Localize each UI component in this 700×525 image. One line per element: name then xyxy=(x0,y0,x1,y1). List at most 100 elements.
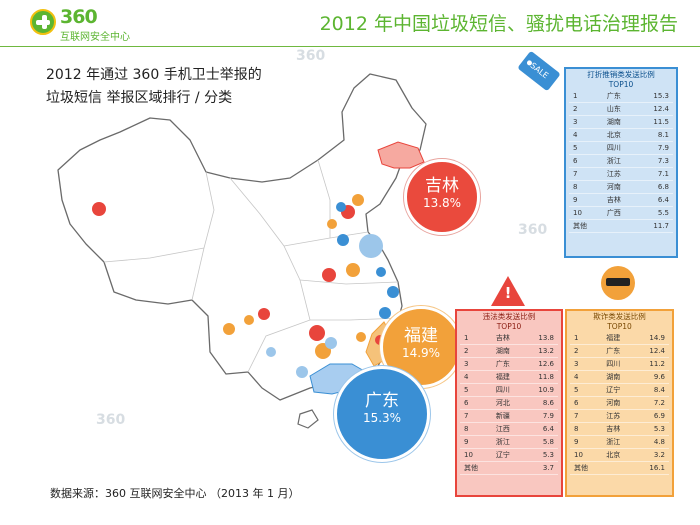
value-cell: 6.4 xyxy=(523,422,558,436)
province-cell: 吉林 xyxy=(602,422,635,436)
data-table: 1 吉林 13.8 2 湖南 13.2 3 广东 12.6 4 福建 11.8 5 四川 10.9 6 河北 8.… xyxy=(460,332,558,475)
province-cell: 江苏 xyxy=(602,167,637,181)
bubble-value: 14.9% xyxy=(401,346,441,360)
province-cell: 浙江 xyxy=(602,154,637,168)
province-cell: 湖南 xyxy=(602,370,635,384)
empty-cell xyxy=(491,461,524,475)
watermark: 360 xyxy=(296,48,326,64)
rank-cell: 8 xyxy=(460,422,492,436)
watermark: 360 xyxy=(518,222,548,238)
rank-cell: 9 xyxy=(460,435,492,449)
rank-cell: 3 xyxy=(569,115,603,129)
table-row: 4 北京 8.1 xyxy=(569,128,673,142)
value-cell: 5.3 xyxy=(634,422,669,436)
value-cell: 6.9 xyxy=(634,409,669,423)
map-dot xyxy=(346,263,360,277)
province-cell: 福建 xyxy=(491,370,524,384)
warning-mark: ! xyxy=(504,284,512,302)
map-dot xyxy=(266,347,276,357)
rank-cell: 7 xyxy=(460,409,492,423)
jilin-region xyxy=(377,141,425,169)
promo-table-panel: 打折推销类发送比例 TOP10 1 广东 15.3 2 山东 12.4 3 湖南 11.5 4 北京… xyxy=(564,67,678,258)
value-cell: 5.8 xyxy=(523,435,558,449)
province-cell: 河北 xyxy=(491,396,524,410)
province-cell: 吉林 xyxy=(602,193,637,207)
data-source: 数据来源：360 互联网安全中心 （2013 年 1 月） xyxy=(50,487,300,500)
rank-cell: 5 xyxy=(570,383,603,397)
rank-cell: 4 xyxy=(460,370,492,384)
table-row: 3 湖南 11.5 xyxy=(569,115,673,129)
map-dot xyxy=(325,337,337,349)
map-dot xyxy=(376,267,386,277)
other-label-cell: 其他 xyxy=(570,461,603,475)
value-cell: 5.5 xyxy=(636,206,673,220)
table-row: 2 湖南 13.2 xyxy=(460,344,558,358)
map-dot xyxy=(359,234,383,258)
value-cell: 7.2 xyxy=(634,396,669,410)
rank-cell: 8 xyxy=(570,422,603,436)
province-cell: 河南 xyxy=(602,180,637,194)
table-row: 4 湖南 9.6 xyxy=(570,370,669,384)
table-row: 9 浙江 4.8 xyxy=(570,435,669,449)
value-cell: 15.3 xyxy=(636,90,673,103)
table-row: 5 四川 10.9 xyxy=(460,383,558,397)
value-cell: 11.8 xyxy=(523,370,558,384)
value-cell: 13.2 xyxy=(523,344,558,358)
map-dot xyxy=(244,315,254,325)
map-dot xyxy=(352,194,364,206)
other-label-cell: 其他 xyxy=(569,219,603,233)
province-cell: 山东 xyxy=(602,102,637,116)
rank-cell: 7 xyxy=(570,409,603,423)
chart-subtitle: 2012 年通过 360 手机卫士举报的 垃圾短信 举报区域排行 / 分类 xyxy=(46,64,306,110)
rank-cell: 6 xyxy=(460,396,492,410)
table-row: 3 四川 11.2 xyxy=(570,357,669,371)
province-cell: 新疆 xyxy=(491,409,524,423)
subtitle-line-1: 2012 年通过 360 手机卫士举报的 xyxy=(46,67,262,83)
table-row: 7 新疆 7.9 xyxy=(460,409,558,423)
rank-cell: 6 xyxy=(570,396,603,410)
map-dot xyxy=(309,325,325,341)
map-dot xyxy=(258,308,270,320)
value-cell: 7.9 xyxy=(636,141,673,155)
map-dots xyxy=(92,194,399,378)
table-row: 7 江苏 7.1 xyxy=(569,167,673,181)
table-row: 6 河北 8.6 xyxy=(460,396,558,410)
map-dot xyxy=(327,219,337,229)
value-cell: 13.8 xyxy=(523,332,558,345)
rank-cell: 1 xyxy=(570,332,603,345)
table-row: 5 四川 7.9 xyxy=(569,141,673,155)
rank-cell: 9 xyxy=(570,435,603,449)
table-row: 8 吉林 5.3 xyxy=(570,422,669,436)
table-row: 9 浙江 5.8 xyxy=(460,435,558,449)
rank-cell: 9 xyxy=(569,193,603,207)
province-cell: 浙江 xyxy=(602,435,635,449)
value-cell: 3.2 xyxy=(634,448,669,462)
value-cell: 12.4 xyxy=(636,102,673,116)
table-row: 10 北京 3.2 xyxy=(570,448,669,462)
table-row: 6 河南 7.2 xyxy=(570,396,669,410)
value-cell: 11.2 xyxy=(634,357,669,371)
value-cell: 7.1 xyxy=(636,167,673,181)
value-cell: 9.6 xyxy=(634,370,669,384)
illegal-table-panel: 违法类发送比例 TOP10 1 吉林 13.8 2 湖南 13.2 3 广东 12.6 4 福建 11… xyxy=(455,309,563,497)
province-cell: 广东 xyxy=(602,90,637,103)
value-cell: 5.3 xyxy=(523,448,558,462)
table-title: 欺诈类发送比例 xyxy=(593,312,646,321)
map-dot xyxy=(356,332,366,342)
table-subtitle: TOP10 xyxy=(496,322,522,331)
table-row: 8 江西 6.4 xyxy=(460,422,558,436)
other-label-cell: 其他 xyxy=(460,461,492,475)
value-cell: 4.8 xyxy=(634,435,669,449)
province-cell: 四川 xyxy=(602,141,637,155)
bubble-fujian: 福建 14.9% xyxy=(380,306,462,388)
other-value-cell: 16.1 xyxy=(634,461,669,475)
other-value-cell: 11.7 xyxy=(636,219,673,233)
bubble-jilin: 吉林 13.8% xyxy=(404,159,480,235)
bubble-province: 吉林 xyxy=(425,176,459,196)
table-row: 10 辽宁 5.3 xyxy=(460,448,558,462)
province-cell: 浙江 xyxy=(491,435,524,449)
value-cell: 8.4 xyxy=(634,383,669,397)
value-cell: 12.4 xyxy=(634,344,669,358)
province-cell: 四川 xyxy=(602,357,635,371)
rank-cell: 10 xyxy=(570,448,603,462)
